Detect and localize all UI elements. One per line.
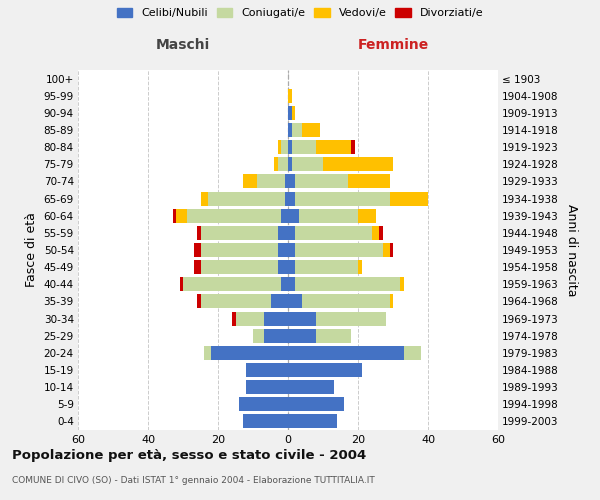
Bar — [288, 398, 344, 411]
Bar — [263, 312, 288, 326]
Text: Femmine: Femmine — [358, 38, 428, 52]
Bar — [295, 174, 347, 188]
Bar — [173, 208, 176, 222]
Bar — [235, 312, 263, 326]
Bar — [292, 158, 323, 172]
Bar — [246, 363, 288, 377]
Bar — [274, 158, 277, 172]
Y-axis label: Anni di nascita: Anni di nascita — [565, 204, 578, 296]
Bar — [288, 192, 295, 205]
Bar — [288, 312, 316, 326]
Legend: Celibi/Nubili, Coniugati/e, Vedovi/e, Divorziati/e: Celibi/Nubili, Coniugati/e, Vedovi/e, Di… — [115, 6, 485, 20]
Bar — [284, 192, 288, 205]
Bar — [372, 226, 379, 240]
Bar — [232, 312, 235, 326]
Bar — [323, 158, 393, 172]
Bar — [242, 174, 257, 188]
Text: COMUNE DI CIVO (SO) - Dati ISTAT 1° gennaio 2004 - Elaborazione TUTTITALIA.IT: COMUNE DI CIVO (SO) - Dati ISTAT 1° genn… — [12, 476, 375, 485]
Bar — [316, 140, 351, 154]
Bar — [288, 243, 295, 257]
Bar — [187, 208, 281, 222]
Bar — [200, 294, 271, 308]
Bar — [358, 208, 376, 222]
Bar — [242, 414, 288, 428]
Bar — [239, 398, 288, 411]
Bar — [379, 226, 383, 240]
Bar — [277, 140, 281, 154]
Bar — [288, 106, 292, 120]
Bar — [263, 328, 288, 342]
Bar — [281, 208, 288, 222]
Bar — [295, 192, 389, 205]
Bar — [288, 363, 361, 377]
Bar — [351, 140, 355, 154]
Bar — [281, 278, 288, 291]
Bar — [316, 328, 351, 342]
Bar — [358, 260, 361, 274]
Bar — [389, 294, 393, 308]
Bar — [246, 380, 288, 394]
Bar — [179, 278, 183, 291]
Bar — [292, 106, 295, 120]
Bar — [288, 226, 295, 240]
Bar — [193, 260, 200, 274]
Bar — [197, 226, 200, 240]
Bar — [277, 226, 288, 240]
Bar — [295, 278, 400, 291]
Bar — [176, 208, 187, 222]
Y-axis label: Fasce di età: Fasce di età — [25, 212, 38, 288]
Text: Popolazione per età, sesso e stato civile - 2004: Popolazione per età, sesso e stato civil… — [12, 450, 366, 462]
Bar — [288, 380, 334, 394]
Bar — [302, 123, 320, 137]
Bar — [288, 140, 292, 154]
Bar — [200, 192, 208, 205]
Bar — [288, 208, 299, 222]
Bar — [193, 243, 200, 257]
Bar — [389, 192, 428, 205]
Bar — [347, 174, 389, 188]
Bar — [200, 243, 277, 257]
Bar — [208, 192, 284, 205]
Text: Maschi: Maschi — [156, 38, 210, 52]
Bar — [292, 140, 316, 154]
Bar — [295, 243, 383, 257]
Bar — [288, 123, 292, 137]
Bar — [288, 260, 295, 274]
Bar — [277, 158, 288, 172]
Bar — [204, 346, 211, 360]
Bar — [400, 278, 404, 291]
Bar — [277, 260, 288, 274]
Bar — [257, 174, 284, 188]
Bar — [211, 346, 288, 360]
Bar — [389, 243, 393, 257]
Bar — [288, 346, 404, 360]
Bar — [200, 226, 277, 240]
Bar — [288, 158, 292, 172]
Bar — [292, 123, 302, 137]
Bar — [404, 346, 421, 360]
Bar — [183, 278, 281, 291]
Bar — [302, 294, 389, 308]
Bar — [288, 414, 337, 428]
Bar — [316, 312, 386, 326]
Bar — [383, 243, 389, 257]
Bar — [288, 88, 292, 102]
Bar — [200, 260, 277, 274]
Bar — [288, 174, 295, 188]
Bar — [277, 243, 288, 257]
Bar — [197, 294, 200, 308]
Bar — [288, 294, 302, 308]
Bar — [288, 278, 295, 291]
Bar — [288, 328, 316, 342]
Bar — [295, 226, 372, 240]
Bar — [295, 260, 358, 274]
Bar — [299, 208, 358, 222]
Bar — [271, 294, 288, 308]
Bar — [281, 140, 288, 154]
Bar — [253, 328, 263, 342]
Bar — [284, 174, 288, 188]
